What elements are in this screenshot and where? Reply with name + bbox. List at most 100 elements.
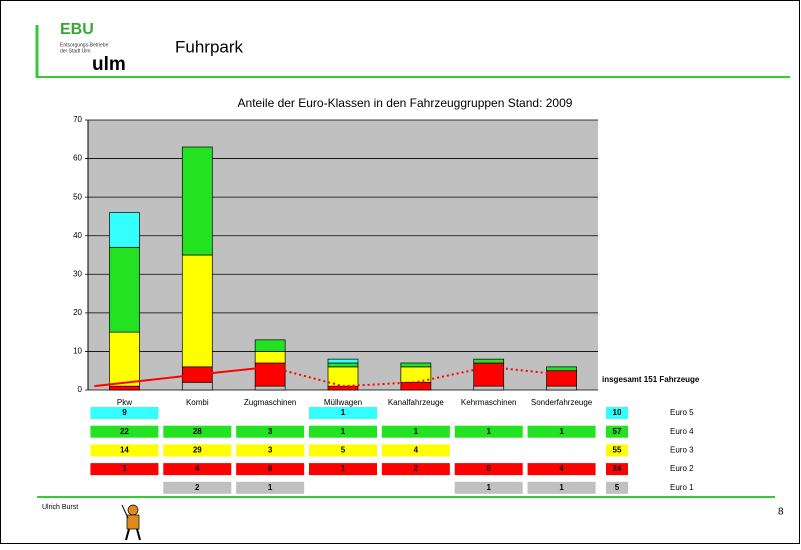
table-cell	[309, 463, 377, 476]
legend-label: Euro 5	[670, 408, 694, 417]
footer-author: Ulrich Burst	[42, 504, 78, 511]
slide-title: Fuhrpark	[175, 37, 244, 56]
bar-segment	[181, 146, 213, 256]
table-value: 1	[486, 427, 491, 436]
table-cell	[90, 407, 159, 419]
bar-segment	[109, 331, 140, 387]
page-number: 8	[778, 507, 784, 518]
bar-segment	[109, 212, 140, 248]
bar-segment	[181, 254, 213, 368]
logo-sub: der Stadt Ulm	[60, 48, 91, 54]
x-tick-label: Müllwagen	[324, 398, 362, 407]
table-value: 1	[414, 427, 419, 436]
bar-segment	[254, 351, 286, 364]
bar-segment	[254, 339, 286, 352]
table-cell	[309, 444, 377, 457]
chart-title: Anteile der Euro-Klassen in den Fahrzeug…	[238, 96, 573, 110]
total-cell	[606, 425, 628, 438]
plot-area	[88, 120, 598, 390]
total-cell	[606, 481, 628, 494]
table-value: 6	[268, 464, 273, 473]
legend-label: Euro 1	[670, 483, 694, 492]
table-cell	[309, 425, 377, 438]
table-cell	[163, 425, 232, 438]
x-tick-label: Kanalfahrzeuge	[388, 398, 445, 407]
bar-segment	[546, 366, 577, 372]
bar-segment	[327, 358, 359, 364]
table-cell	[90, 425, 159, 438]
worker-icon	[121, 504, 141, 541]
table-value: 1	[341, 427, 346, 436]
table-value: 2	[414, 464, 419, 473]
total-cell	[606, 463, 628, 476]
total-label: insgesamt 151 Fahrzeuge	[602, 375, 700, 384]
bar-segment	[546, 385, 577, 391]
table-value: 3	[268, 427, 273, 436]
table-value: 1	[559, 483, 564, 492]
bar-segment	[254, 362, 286, 387]
trend-line	[94, 365, 271, 388]
table-value: 9	[122, 408, 127, 417]
logo-bottom: ulm	[92, 54, 126, 75]
bar-segment	[400, 362, 432, 368]
table-value: 1	[341, 408, 346, 417]
table-cell	[381, 425, 450, 438]
x-tick-label: Kehrmaschinen	[461, 398, 517, 407]
total-value: 10	[613, 408, 622, 417]
total-value: 5	[615, 483, 620, 492]
table-cell	[236, 481, 305, 494]
total-cell	[606, 407, 628, 419]
bar-segment	[109, 385, 140, 391]
total-cell	[606, 444, 628, 457]
table-cell	[381, 463, 450, 476]
table-cell	[163, 481, 232, 494]
y-tick-label: 20	[73, 308, 82, 317]
table-value: 1	[559, 427, 564, 436]
y-tick-label: 60	[73, 154, 82, 163]
bar-segment	[109, 246, 140, 333]
table-cell	[236, 444, 305, 457]
table-cell	[309, 407, 377, 419]
bar-segment	[327, 362, 359, 368]
table-cell	[527, 481, 596, 494]
logo-top: EBU	[60, 21, 94, 38]
logo-sub: Entsorgungs-Betriebe	[60, 42, 109, 48]
table-value: 14	[120, 446, 129, 455]
bar-segment	[400, 381, 432, 391]
table-cell	[381, 444, 450, 457]
bar-segment	[473, 362, 505, 387]
legend-label: Euro 2	[670, 464, 694, 473]
table-value: 6	[486, 464, 491, 473]
table-cell	[236, 425, 305, 438]
x-tick-label: Pkw	[117, 398, 132, 407]
x-tick-label: Zugmaschinen	[244, 398, 296, 407]
table-cell	[527, 463, 596, 476]
bar-segment	[400, 366, 432, 383]
table-value: 3	[268, 446, 273, 455]
total-value: 24	[613, 464, 622, 473]
x-tick-label: Sonderfahrzeuge	[531, 398, 593, 407]
bar-segment	[473, 358, 505, 364]
y-tick-label: 50	[73, 192, 82, 201]
bar-segment	[327, 366, 359, 387]
table-cell	[163, 463, 232, 476]
y-tick-label: 30	[73, 269, 82, 278]
table-cell	[527, 425, 596, 438]
table-value: 2	[195, 483, 200, 492]
table-value: 4	[195, 464, 200, 473]
x-tick-label: Kombi	[186, 398, 209, 407]
table-cell	[90, 463, 159, 476]
table-value: 5	[341, 446, 346, 455]
total-value: 57	[613, 427, 622, 436]
legend-label: Euro 3	[670, 446, 694, 455]
table-cell	[454, 463, 523, 476]
table-cell	[454, 425, 523, 438]
table-cell	[236, 463, 305, 476]
table-value: 29	[193, 446, 202, 455]
table-value: 1	[341, 464, 346, 473]
total-value: 55	[613, 446, 622, 455]
table-cell	[163, 444, 232, 457]
y-tick-label: 10	[73, 347, 82, 356]
trend-line	[269, 365, 562, 388]
